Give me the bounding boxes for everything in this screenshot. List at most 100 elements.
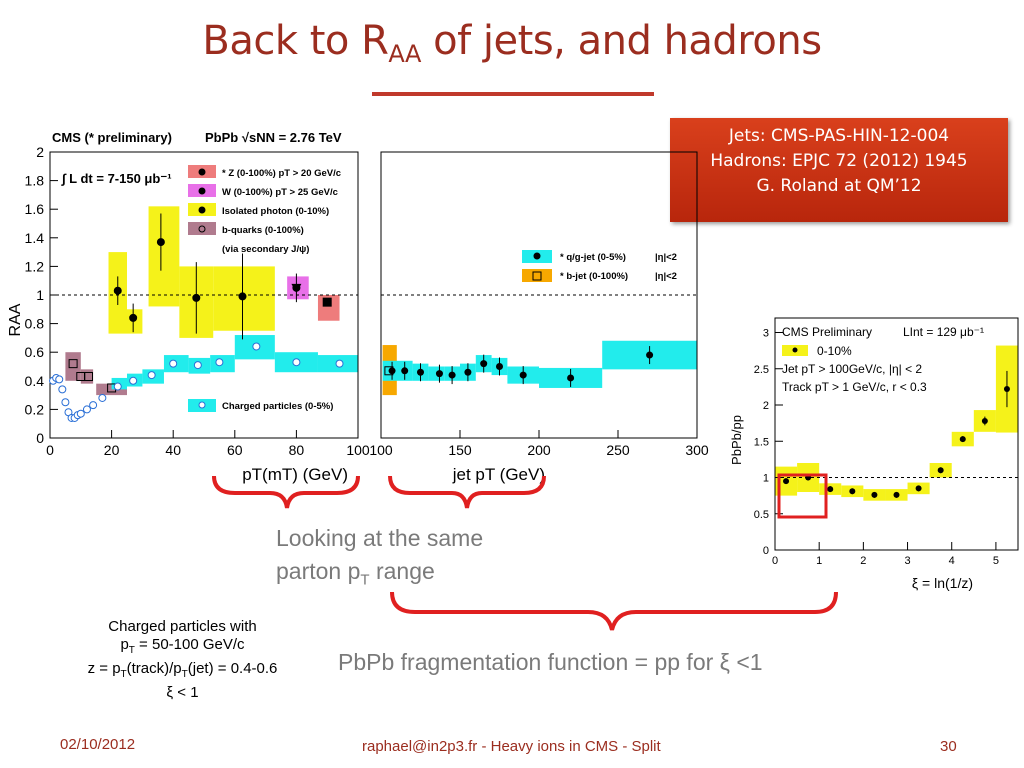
reference-box: Jets: CMS-PAS-HIN-12-004 Hadrons: EPJC 7…	[670, 118, 1008, 222]
legend-marker	[198, 187, 206, 195]
data-point	[55, 375, 64, 384]
data-point	[98, 393, 107, 402]
chart-title: CMS Preliminary	[782, 325, 872, 339]
data-point	[68, 359, 78, 369]
legend-label: Jet pT > 100GeV/c, |η| < 2	[782, 362, 922, 376]
y-axis-label: PbPb/pp	[729, 415, 744, 465]
data-point	[893, 491, 900, 498]
data-point	[322, 297, 332, 307]
legend-label: |η|<2	[655, 271, 677, 282]
x-tick-label: 2	[860, 555, 866, 567]
legend-label: Isolated photon (0-10%)	[222, 206, 329, 217]
x-tick-label: 4	[949, 555, 955, 567]
y-tick-label: 3	[763, 328, 769, 340]
legend-label: * q/g-jet (0-5%)	[560, 252, 626, 263]
data-point	[981, 417, 988, 424]
x-tick-label: 60	[227, 442, 243, 458]
x-tick-label: 0	[46, 442, 54, 458]
x-tick-label: 200	[527, 442, 551, 458]
data-point	[401, 367, 409, 375]
y-axis-label: RAA	[7, 303, 24, 336]
x-tick-label: 5	[993, 555, 999, 567]
x-tick-label: 100	[369, 442, 393, 458]
x-tick-label: 40	[165, 442, 181, 458]
raa-syst-band	[65, 352, 81, 381]
lumi-label: ∫ L dt = 7-150 μb⁻¹	[61, 171, 172, 186]
data-point	[448, 371, 456, 379]
legend-marker	[198, 225, 206, 233]
ff-ratio-chart: 0 0.5 1 1.5 2 2.5 3 0 1 2 3 4 5 ξ = ln(1/z) PbPb/pp CMS…	[729, 317, 1019, 591]
data-point	[169, 359, 178, 368]
x-axis-label: ξ = ln(1/z)	[912, 575, 973, 591]
data-point	[480, 360, 488, 368]
data-point	[252, 342, 261, 351]
same-range-line2: parton pT range	[276, 558, 435, 589]
x-tick-label: 300	[685, 442, 709, 458]
legend-label: |η|<2	[655, 252, 677, 263]
data-point	[113, 382, 122, 391]
note-line4: ξ < 1	[166, 684, 199, 701]
y-tick-label: 0.5	[754, 509, 769, 521]
x-axis-label: pT(mT) (GeV)	[242, 465, 348, 484]
data-point	[805, 474, 812, 481]
data-point	[646, 351, 654, 359]
data-point	[783, 478, 790, 485]
data-point	[871, 491, 878, 498]
note-line2: pT = 50-100 GeV/c	[120, 636, 245, 656]
legend-marker	[198, 401, 206, 409]
ref-line-hadrons: Hadrons: EPJC 72 (2012) 1945	[710, 151, 968, 171]
title-rest: of jets, and hadrons	[420, 18, 822, 64]
legend-marker	[792, 347, 798, 353]
y-tick-label: 0.8	[25, 316, 45, 332]
legend-label: b-quarks (0-100%)	[222, 225, 304, 236]
legend-marker	[198, 206, 206, 214]
footer-page: 30	[940, 738, 957, 755]
data-point	[388, 367, 396, 375]
ref-line-jets: Jets: CMS-PAS-HIN-12-004	[728, 126, 950, 146]
title-main: Back to R	[202, 18, 389, 64]
data-point	[192, 293, 201, 302]
data-point	[464, 368, 472, 376]
data-point	[82, 405, 91, 414]
legend-label: * Z (0-100%) pT > 20 GeV/c	[222, 168, 341, 179]
slide-title: Back to RAA of jets, and hadrons	[0, 18, 1024, 68]
data-point	[827, 486, 834, 493]
data-point	[435, 370, 443, 378]
data-point	[849, 488, 856, 495]
x-tick-label: 3	[904, 555, 910, 567]
lumi-label: LInt = 129 μb⁻¹	[903, 325, 984, 339]
data-point	[1003, 386, 1010, 393]
y-tick-label: 1.8	[25, 173, 45, 189]
data-point	[193, 361, 202, 370]
y-tick-label: 1.6	[25, 201, 45, 217]
y-tick-label: 0	[36, 430, 44, 446]
data-point	[147, 371, 156, 380]
data-point	[61, 398, 70, 407]
data-point	[76, 409, 85, 418]
data-point	[937, 467, 944, 474]
same-range-line1: Looking at the same	[276, 525, 484, 551]
data-point	[84, 372, 93, 382]
legend-swatch	[188, 222, 216, 235]
data-point	[156, 238, 165, 247]
legend-marker	[533, 252, 541, 260]
x-tick-label: 150	[448, 442, 472, 458]
x-tick-label: 0	[772, 555, 778, 567]
data-point	[567, 374, 575, 382]
legend-label: W (0-100%) pT > 25 GeV/c	[222, 187, 338, 198]
title-underline	[372, 92, 654, 96]
x-tick-label: 100	[346, 442, 370, 458]
legend-swatch	[522, 269, 552, 282]
raa-syst-band	[148, 206, 180, 307]
y-tick-label: 0.6	[25, 344, 45, 360]
charged-particles-note: Charged particles with pT = 50-100 GeV/c…	[40, 618, 325, 702]
raa-chart: 00.20.40.60.811.21.41.61.820 20 40 60 80 100p…	[7, 130, 709, 484]
y-tick-label: 1	[36, 287, 44, 303]
ff-callout: PbPb fragmentation function = pp for ξ <…	[338, 649, 763, 675]
y-tick-label: 1.2	[25, 258, 45, 274]
data-point	[238, 292, 247, 301]
ff-panel: 0 0.5 1 1.5 2 2.5 3 0 1 2 3 4 5 ξ = ln(1/z) PbPb/pp CMS…	[729, 317, 1019, 591]
x-tick-label: 80	[289, 442, 305, 458]
data-point	[129, 376, 138, 385]
x-tick-label: 1	[816, 555, 822, 567]
